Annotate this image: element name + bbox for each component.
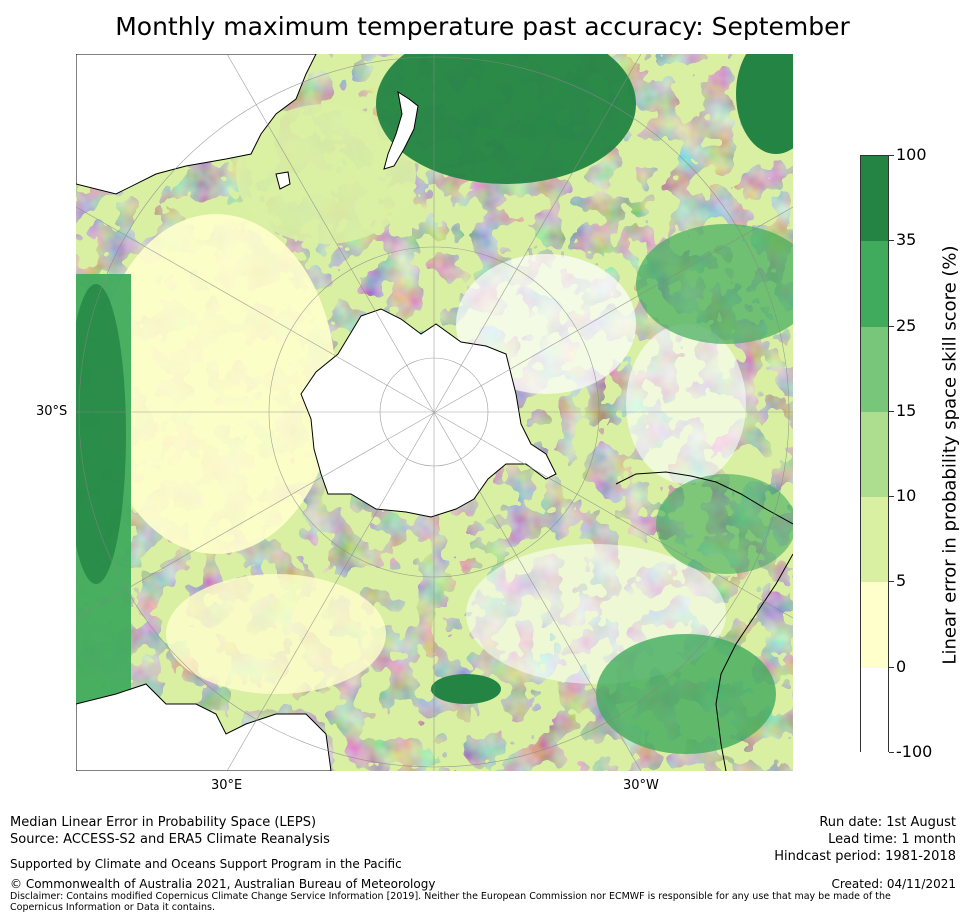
colorbar-tick-label: 35: [896, 230, 917, 250]
colorbar-tick-label: 5: [896, 571, 907, 591]
colorbar-tick-mark: [889, 666, 894, 668]
hindcast-period: Hindcast period: 1981-2018: [774, 849, 956, 864]
colorbar-tick-mark: [889, 155, 894, 156]
skill-map: [76, 54, 793, 771]
colorbar-label: Linear error in probability space skill …: [939, 245, 961, 665]
colorbar-bin: [861, 156, 888, 242]
footer-right: Run date: 1st August Lead time: 1 month …: [774, 814, 956, 865]
created-date: Created: 04/11/2021: [831, 877, 956, 891]
lat-label-30s: 30°S: [36, 404, 68, 419]
colorbar-tick-mark: [889, 752, 894, 753]
colorbar-bin: [861, 497, 888, 583]
run-date: Run date: 1st August: [819, 815, 956, 830]
africa-coast: [76, 683, 332, 771]
footer-copyright: © Commonwealth of Australia 2021, Austra…: [10, 877, 436, 891]
colorbar-tick-label: 10: [896, 486, 917, 506]
colorbar-tick-label: 100: [896, 145, 927, 164]
colorbar-bin: [861, 582, 888, 668]
australia-coast: [76, 54, 317, 195]
colorbar-tick-label: -100: [896, 742, 933, 761]
footer-left: Median Linear Error in Probability Space…: [10, 814, 330, 848]
tasmania-island: [275, 171, 291, 190]
colorbar-tick-mark: [889, 325, 894, 327]
new-zealand-island: [383, 90, 419, 170]
colorbar-bin: [861, 667, 888, 753]
colorbar-bin: [861, 411, 888, 498]
lon-label-30e: 30°E: [211, 778, 243, 793]
colorbar-tick-mark: [889, 581, 894, 583]
colorbar-tick-mark: [889, 410, 894, 412]
colorbar-tick-label: 15: [896, 400, 917, 420]
colorbar-tick-label: 25: [896, 315, 917, 335]
sa-coastline: [615, 471, 793, 771]
lon-label-30w: 30°W: [623, 778, 659, 793]
colorbar-tick-mark: [889, 496, 894, 498]
footer-source: Source: ACCESS-S2 and ERA5 Climate Reana…: [10, 832, 330, 847]
land-masses: [76, 54, 557, 771]
colorbar-tick-label: 0: [896, 656, 907, 676]
antarctica-coast: [300, 308, 557, 518]
footer-support: Supported by Climate and Oceans Support …: [10, 857, 402, 871]
lead-time: Lead time: 1 month: [828, 832, 956, 847]
colorbar-tick-mark: [889, 240, 894, 242]
map-title: Monthly maximum temperature past accurac…: [115, 12, 850, 41]
colorbar: [860, 155, 889, 753]
footer-disclaimer: Disclaimer: Contains modified Copernicus…: [10, 891, 891, 913]
polar-map-svg: [76, 54, 793, 771]
colorbar-bin: [861, 326, 888, 412]
footer-method: Median Linear Error in Probability Space…: [10, 815, 317, 830]
colorbar-bin: [861, 241, 888, 327]
graticule: [76, 54, 793, 771]
